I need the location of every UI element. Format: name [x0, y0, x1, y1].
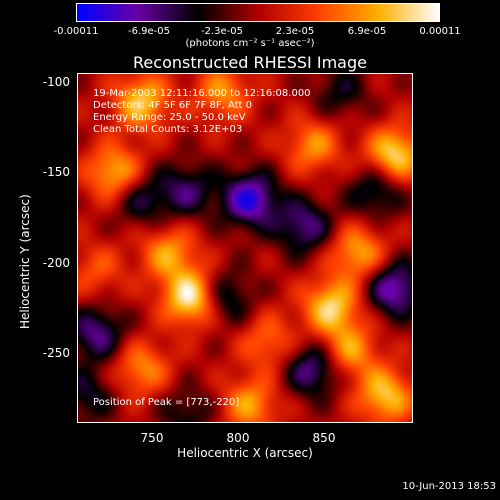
info-time-range: 19-Mar-2003 12:11:16.000 to 12:16:08.000	[93, 88, 311, 99]
colorbar-tick: 2.3e-05	[275, 26, 315, 37]
colorbar-tick: -2.3e-05	[201, 26, 243, 37]
y-tick-label: -200	[42, 256, 70, 270]
peak-position-label: Position of Peak = [773,-220]	[93, 397, 240, 408]
x-axis-label: Heliocentric X (arcsec)	[177, 446, 313, 460]
y-axis-label: Heliocentric Y (arcsec)	[18, 194, 32, 329]
info-energy-range: Energy Range: 25.0 - 50.0 keV	[93, 112, 246, 123]
colorbar-units: (photons cm⁻² s⁻¹ asec⁻²)	[185, 38, 315, 49]
y-tick-label: -250	[42, 346, 70, 360]
x-tick-label: 800	[226, 431, 250, 445]
colorbar	[76, 3, 440, 22]
timestamp: 10-Jun-2013 18:53	[402, 481, 496, 492]
colorbar-tick: -6.9e-05	[128, 26, 170, 37]
colorbar-tick: 6.9e-05	[347, 26, 387, 37]
colorbar-tick: -0.00011	[53, 26, 99, 37]
info-total-counts: Clean Total Counts: 3.12E+03	[93, 124, 243, 135]
y-tick-label: -150	[42, 165, 70, 179]
chart-title: Reconstructed RHESSI Image	[133, 53, 367, 72]
x-tick-label: 750	[140, 431, 164, 445]
x-tick-label: 850	[312, 431, 336, 445]
info-detectors: Detectors: 4F 5F 6F 7F 8F, Att 0	[93, 100, 253, 111]
colorbar-tick: 0.00011	[419, 26, 461, 37]
y-tick-label: -100	[42, 75, 70, 89]
heatmap-image	[78, 74, 412, 422]
plot-area	[77, 73, 413, 423]
